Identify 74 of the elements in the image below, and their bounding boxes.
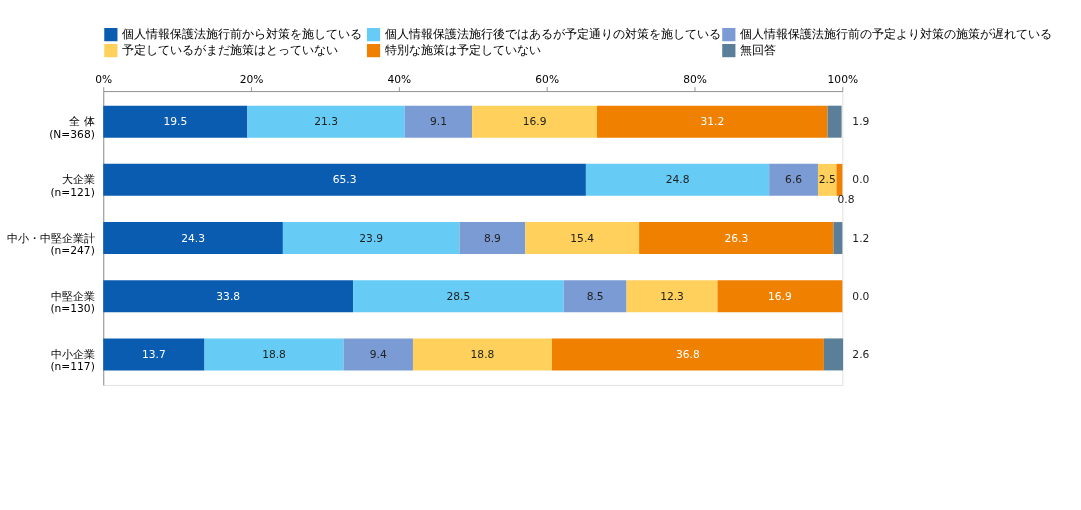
data-label: 18.8: [262, 347, 287, 361]
data-label: 1.9: [852, 115, 870, 129]
bar: [472, 105, 597, 138]
bar: [563, 280, 627, 313]
data-label: 21.3: [314, 115, 338, 129]
data-label: 0.8: [837, 193, 855, 207]
data-label: 18.8: [470, 347, 495, 361]
data-label: 9.4: [369, 347, 387, 361]
bar: [459, 222, 526, 255]
bar: [585, 163, 770, 196]
data-label: 24.8: [665, 173, 690, 187]
bar: [103, 338, 205, 371]
data-label: 19.5: [163, 115, 188, 129]
legend-label: 個人情報保護法施行後ではあるが予定通りの対策を施している: [384, 27, 721, 42]
y-tick-label: 全 体 (N=368): [49, 115, 95, 141]
bar: [353, 280, 564, 313]
x-tick-label: 100%: [827, 72, 859, 86]
bar: [836, 163, 843, 196]
data-label: 2.6: [852, 347, 870, 361]
data-label: 8.5: [586, 289, 604, 303]
bar: [103, 163, 586, 196]
data-label: 8.9: [483, 231, 502, 245]
bar: [827, 105, 842, 138]
legend-label: 予定しているがまだ施策はとっていない: [121, 43, 338, 58]
data-label: 24.3: [181, 231, 205, 245]
bar: [204, 338, 344, 371]
data-label: 36.8: [676, 347, 700, 361]
bar: [551, 338, 824, 371]
legend-label: 特別な施策は予定していない: [384, 43, 541, 58]
bar: [412, 338, 552, 371]
data-label: 0.0: [852, 173, 870, 187]
bar: [103, 280, 354, 313]
bar: [823, 338, 844, 371]
data-label: 13.7: [142, 347, 166, 361]
bar: [103, 222, 283, 255]
x-tick-label: 20%: [239, 72, 264, 86]
x-tick-label: 0%: [95, 72, 113, 86]
data-label: 16.9: [522, 115, 547, 129]
data-label: 31.2: [700, 115, 725, 129]
y-tick-label: 中小企業 (n=117): [50, 347, 95, 374]
data-label: 23.9: [359, 231, 384, 245]
data-label: 28.5: [446, 289, 471, 303]
bar: [626, 280, 718, 313]
data-label: 12.3: [660, 289, 684, 303]
bar: [639, 222, 834, 255]
data-label: 1.2: [852, 231, 870, 245]
data-label: 6.6: [785, 173, 803, 187]
bar: [404, 105, 473, 138]
data-label: 65.3: [332, 173, 357, 187]
bar: [833, 222, 843, 255]
data-label: 26.3: [724, 231, 749, 245]
data-label: 15.4: [570, 231, 595, 245]
bar: [769, 163, 818, 196]
bar: [247, 105, 405, 138]
data-label: 33.8: [216, 289, 241, 303]
bar: [596, 105, 828, 138]
data-label: 2.5: [818, 173, 836, 187]
data-label: 16.9: [768, 289, 792, 303]
bar: [343, 338, 413, 371]
bar: [525, 222, 640, 255]
y-tick-label: 中堅企業 (n=130): [50, 289, 95, 316]
data-label: 0.0: [852, 289, 870, 303]
bar: [282, 222, 460, 255]
data-label: 9.1: [429, 115, 447, 129]
legend-label: 個人情報保護法施行前から対策を施している: [121, 27, 362, 42]
x-tick-label: 60%: [535, 72, 560, 86]
x-tick-label: 80%: [683, 72, 707, 86]
bar: [103, 105, 248, 138]
legend-label: 個人情報保護法施行前の予定より対策の施策が遅れている: [739, 27, 1052, 42]
bar: [717, 280, 843, 313]
y-tick-label: 中小・中堅企業計 (n=247): [6, 231, 95, 258]
legend-label: 無回答: [739, 43, 776, 58]
y-tick-label: 大企業 (n=121): [50, 173, 95, 199]
x-tick-label: 40%: [387, 72, 412, 86]
